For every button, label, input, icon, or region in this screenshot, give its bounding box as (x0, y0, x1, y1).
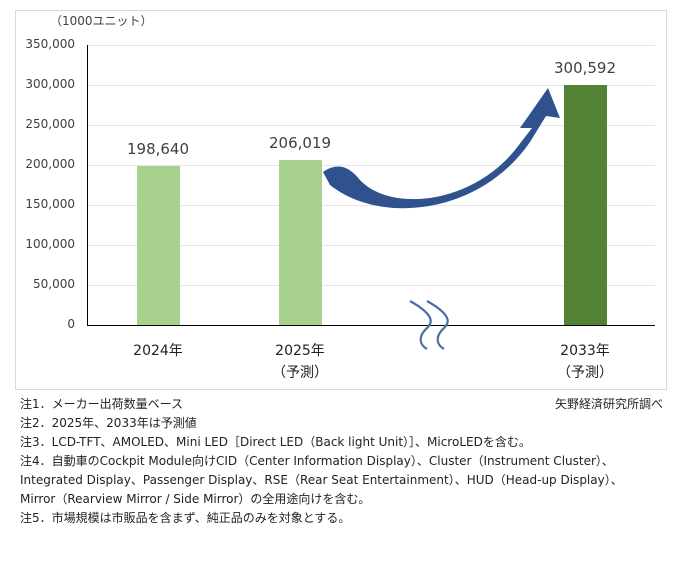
bar-2024 (137, 166, 180, 325)
value-label-2025: 206,019 (268, 134, 332, 152)
note-2: 注2．2025年、2033年は予測値 (20, 416, 197, 430)
x-axis (87, 325, 655, 326)
gridline (87, 245, 655, 246)
note-3: 注3．LCD-TFT、AMOLED、Mini LED［Direct LED（Ba… (20, 435, 531, 449)
y-axis (87, 45, 88, 325)
gridline (87, 85, 655, 86)
gridline (87, 125, 655, 126)
y-tick: 50,000 (33, 277, 75, 291)
unit-label: （1000ユニット） (50, 14, 153, 28)
gridline (87, 165, 655, 166)
gridline (87, 45, 655, 46)
note-5: 注5．市場規模は市販品を含まず、純正品のみを対象とする。 (20, 511, 351, 525)
gridline (87, 205, 655, 206)
y-tick: 300,000 (25, 77, 75, 91)
y-tick: 150,000 (25, 197, 75, 211)
y-tick: 250,000 (25, 117, 75, 131)
note-1: 注1．メーカー出荷数量ベース (20, 397, 184, 411)
notes: 注1．メーカー出荷数量ベース 注2．2025年、2033年は予測値 注3．LCD… (20, 395, 623, 528)
note-4-cont: Integrated Display、Passenger Display、RSE… (20, 473, 623, 487)
gridline (87, 285, 655, 286)
y-tick: 200,000 (25, 157, 75, 171)
note-4: 注4．自動車のCockpit Module向けCID（Center Inform… (20, 454, 614, 468)
y-tick: 0 (67, 317, 75, 331)
value-label-2033: 300,592 (553, 59, 617, 77)
y-tick: 100,000 (25, 237, 75, 251)
bar-2033 (564, 85, 607, 325)
source-credit: 矢野経済研究所調べ (554, 397, 663, 411)
value-label-2024: 198,640 (126, 140, 190, 158)
x-label-2024: 2024年 (133, 343, 183, 359)
y-tick: 350,000 (25, 37, 75, 51)
x-label-2033: 2033年 （予測） (557, 343, 613, 381)
note-4-cont2: Mirror（Rearview Mirror / Side Mirror）の全用… (20, 492, 371, 506)
axis-break-icon (409, 300, 449, 350)
bar-2025 (279, 160, 322, 325)
x-label-2025: 2025年 （予測） (272, 343, 328, 381)
chart-frame (15, 10, 667, 390)
